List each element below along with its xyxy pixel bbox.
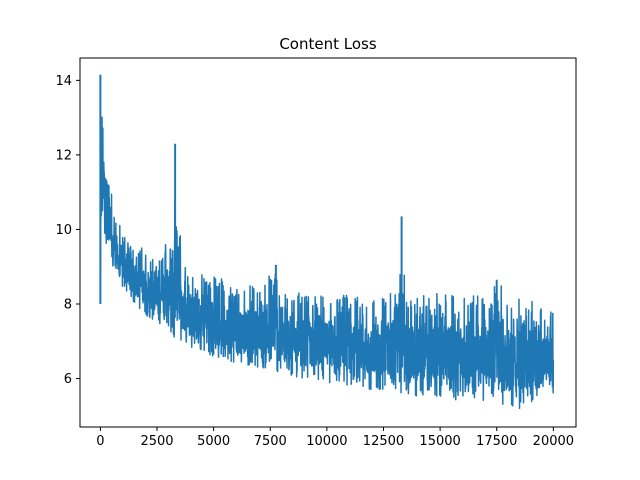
y-axis: 6 8 10 12 14 (55, 74, 80, 387)
x-tick-label: 17500 (476, 434, 517, 449)
loss-series-line (99, 116, 555, 410)
x-tick-label: 0 (96, 434, 104, 449)
x-tick-label: 10000 (306, 434, 347, 449)
y-tick-label: 10 (55, 223, 72, 238)
y-tick-label: 6 (64, 372, 72, 387)
axes-frame (79, 57, 577, 428)
x-tick-label: 20000 (533, 434, 574, 449)
y-tick-label: 8 (64, 298, 72, 313)
x-tick-label: 7500 (254, 434, 287, 449)
chart-title: Content Loss (279, 35, 377, 53)
x-axis: 0 2500 5000 7500 10000 12500 15000 17500 20000 (96, 427, 574, 449)
x-tick-label: 2500 (140, 434, 173, 449)
x-tick-label: 15000 (419, 434, 460, 449)
y-tick-label: 12 (55, 148, 72, 163)
y-tick-label: 14 (55, 74, 72, 89)
x-tick-label: 5000 (197, 434, 230, 449)
x-tick-label: 12500 (363, 434, 404, 449)
plot-area (99, 74, 555, 410)
